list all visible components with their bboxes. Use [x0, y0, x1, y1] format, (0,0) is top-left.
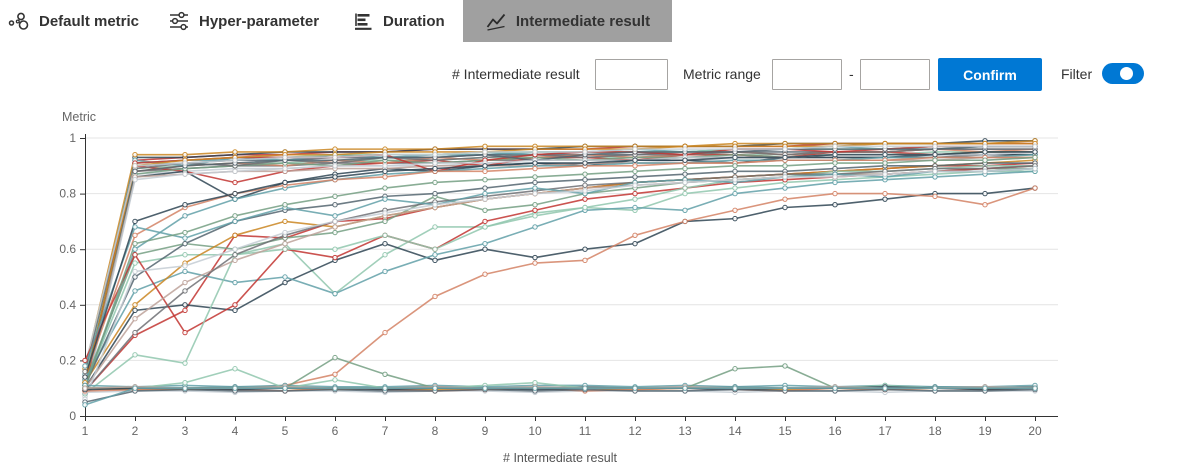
filter-toggle[interactable]: [1102, 63, 1144, 84]
intermediate-count-label: # Intermediate result: [452, 66, 580, 82]
svg-text:2: 2: [132, 424, 139, 438]
tab-hyper-parameter[interactable]: Hyper-parameter: [168, 0, 319, 42]
svg-text:3: 3: [182, 424, 189, 438]
tab-intermediate-result[interactable]: Intermediate result: [463, 0, 672, 42]
line-chart-icon: [486, 13, 506, 31]
metric-scatter-icon: [8, 12, 29, 30]
svg-text:15: 15: [778, 424, 792, 438]
tab-default-metric[interactable]: Default metric: [8, 0, 139, 42]
svg-text:7: 7: [382, 424, 389, 438]
svg-text:16: 16: [828, 424, 842, 438]
range-separator: -: [849, 66, 854, 82]
svg-text:0.2: 0.2: [59, 353, 76, 367]
svg-text:0.6: 0.6: [59, 242, 76, 256]
bar-chart-icon: [355, 13, 372, 30]
metric-range-label: Metric range: [683, 66, 761, 82]
svg-text:19: 19: [978, 424, 992, 438]
intermediate-result-chart[interactable]: 00.20.40.60.811 2 3 4 5 6 7 8 9 10 11 12 13 14 15 16 17 1…: [0, 100, 1180, 475]
tab-duration[interactable]: Duration: [352, 0, 445, 42]
toggle-knob: [1120, 67, 1133, 80]
tab-label-default-metric: Default metric: [39, 12, 140, 30]
svg-text:0.8: 0.8: [59, 187, 76, 201]
svg-text:# Intermediate result: # Intermediate result: [503, 451, 617, 465]
svg-text:0: 0: [69, 409, 76, 423]
svg-text:10: 10: [528, 424, 542, 438]
tab-label-duration: Duration: [383, 12, 445, 30]
tab-label-intermediate-result: Intermediate result: [515, 12, 651, 30]
confirm-button[interactable]: Confirm: [938, 58, 1042, 91]
svg-text:Metric: Metric: [62, 110, 96, 124]
svg-text:4: 4: [232, 424, 239, 438]
svg-text:8: 8: [432, 424, 439, 438]
svg-text:1: 1: [82, 424, 89, 438]
svg-text:11: 11: [579, 424, 592, 438]
metric-range-min-input[interactable]: [772, 59, 842, 90]
sliders-icon: [170, 11, 188, 31]
svg-text:12: 12: [628, 424, 642, 438]
svg-text:14: 14: [728, 424, 742, 438]
chart-tabbar: Default metric Hyper-parameter Duration: [0, 0, 1180, 42]
svg-text:6: 6: [332, 424, 339, 438]
intermediate-count-input[interactable]: [595, 59, 668, 90]
svg-text:17: 17: [878, 424, 892, 438]
svg-text:18: 18: [928, 424, 942, 438]
tab-label-hyper-parameter: Hyper-parameter: [199, 12, 320, 30]
filter-label: Filter: [1061, 66, 1093, 82]
svg-text:13: 13: [678, 424, 692, 438]
metric-range-max-input[interactable]: [860, 59, 930, 90]
svg-text:20: 20: [1028, 424, 1042, 438]
svg-text:1: 1: [69, 131, 76, 145]
svg-text:5: 5: [282, 424, 289, 438]
svg-text:0.4: 0.4: [59, 298, 76, 312]
svg-text:9: 9: [482, 424, 489, 438]
